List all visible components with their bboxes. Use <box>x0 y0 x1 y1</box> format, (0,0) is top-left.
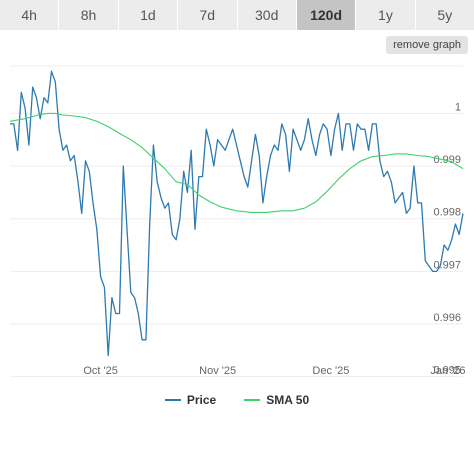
remove-graph-button[interactable]: remove graph <box>386 36 468 54</box>
legend-item-price[interactable]: Price <box>164 393 217 407</box>
y-tick-label: 0.998 <box>433 207 461 219</box>
y-tick-label: 0.995 <box>433 365 461 377</box>
tab-30d[interactable]: 30d <box>237 0 297 30</box>
chart-legend: Price SMA 50 <box>0 393 474 407</box>
price-line <box>10 70 464 357</box>
y-tick-label: 1 <box>455 101 461 113</box>
tab-1d[interactable]: 1d <box>118 0 179 30</box>
legend-label-price: Price <box>186 393 217 407</box>
sma-swatch <box>244 399 261 401</box>
timeframe-tabs: 4h 8h 1d 7d 30d 120d 1y 5y <box>0 0 474 30</box>
x-tick-label: Dec '25 <box>312 365 349 377</box>
x-tick-label: Nov '25 <box>199 365 236 377</box>
tab-1y[interactable]: 1y <box>356 0 416 30</box>
tab-8h[interactable]: 8h <box>59 0 119 30</box>
x-tick-label: Oct '25 <box>83 365 118 377</box>
tab-120d[interactable]: 120d <box>296 0 357 30</box>
legend-label-sma: SMA 50 <box>266 393 310 407</box>
legend-item-sma[interactable]: SMA 50 <box>244 393 309 407</box>
tab-4h[interactable]: 4h <box>0 0 60 30</box>
y-tick-label: 0.996 <box>433 312 461 324</box>
price-swatch <box>164 399 181 401</box>
tab-7d[interactable]: 7d <box>178 0 238 30</box>
tab-5y[interactable]: 5y <box>415 0 474 30</box>
x-tick-label: Jan '26 <box>430 365 465 377</box>
sma-50-line <box>9 112 464 213</box>
y-tick-label: 0.999 <box>433 154 461 166</box>
